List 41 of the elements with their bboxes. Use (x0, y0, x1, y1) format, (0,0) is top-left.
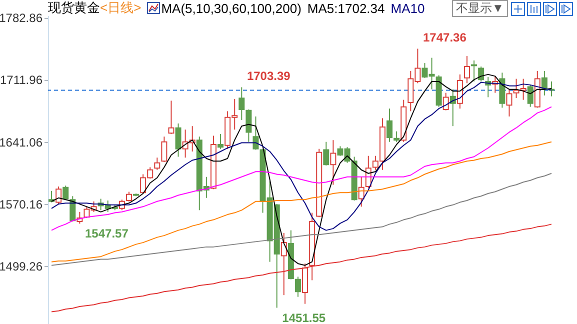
annotation: 1547.57 (84, 226, 129, 241)
annotation: 1747.36 (422, 30, 467, 45)
line-series (51, 172, 552, 266)
candlestick (56, 186, 62, 205)
candlestick (394, 130, 400, 142)
candlestick (246, 108, 252, 142)
candlestick (330, 140, 336, 186)
candlestick (294, 276, 301, 298)
annotation: MA10 (390, 0, 425, 16)
candlestick (358, 176, 364, 208)
line-series (51, 106, 552, 231)
candlestick (154, 157, 160, 170)
candlestick (175, 122, 182, 158)
candlestick (161, 136, 168, 162)
annotation: MA(5,10,30,60,100,200) (161, 0, 302, 16)
candlestick (323, 141, 330, 166)
candlestick (456, 74, 463, 110)
y-tick-label: 1782.86 (0, 11, 43, 26)
annotation: 1703.39 (246, 69, 291, 84)
candlestick (464, 56, 470, 84)
candlestick (218, 133, 224, 150)
line-series (51, 141, 552, 262)
chart-subtitle: <日线> (100, 0, 142, 17)
candlestick (238, 86, 245, 120)
candlestick (478, 66, 484, 82)
candlestick (168, 100, 174, 134)
y-tick-label: 1570.16 (0, 197, 43, 212)
y-tick-label: 1711.96 (0, 73, 43, 88)
annotation: MA5:1702.34 (307, 0, 385, 16)
candlestick (386, 108, 393, 142)
candlestick (280, 232, 287, 296)
annotation: 1451.55 (282, 310, 326, 324)
candlestick (520, 78, 526, 100)
annotation: 不显示▼ (452, 0, 508, 17)
y-tick-label: 1499.26 (0, 259, 43, 274)
line-series (51, 224, 552, 312)
candlestick (126, 191, 132, 202)
chart-title: 现货黄金 (48, 0, 100, 17)
candlestick (442, 92, 449, 111)
y-tick-label: 1641.06 (0, 135, 43, 150)
candlestick (527, 84, 534, 108)
